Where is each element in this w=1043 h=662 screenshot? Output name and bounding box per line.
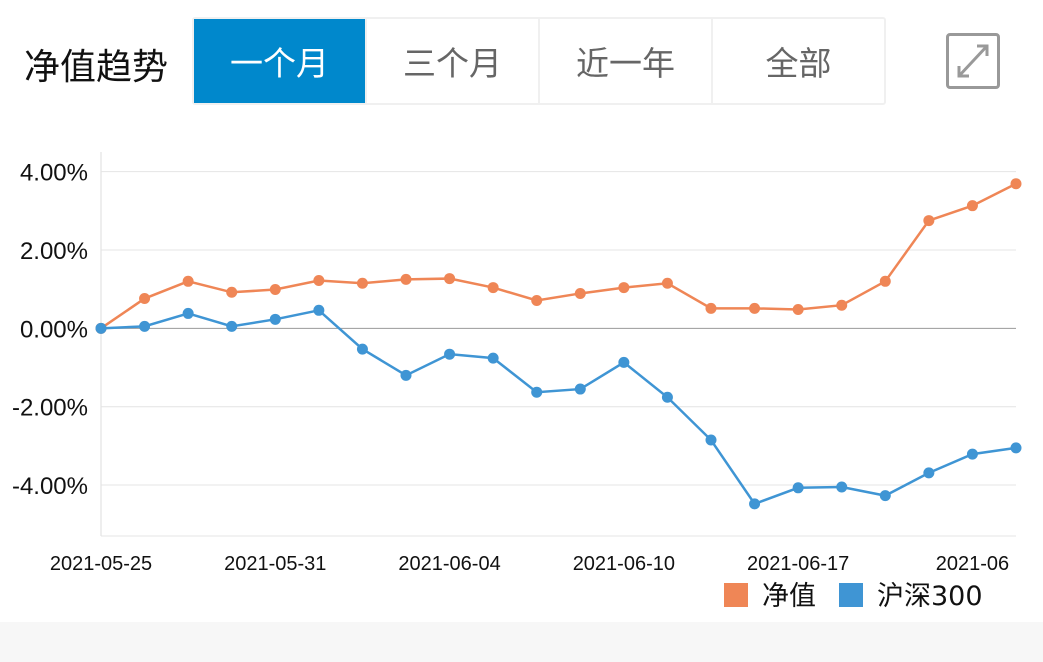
data-point [226, 320, 238, 332]
data-point [792, 482, 804, 494]
tab-one-month[interactable]: 一个月 [194, 19, 365, 103]
data-point [400, 369, 412, 381]
legend-swatch-csi300 [839, 583, 863, 607]
data-point [661, 277, 673, 289]
data-point [574, 287, 586, 299]
data-point [836, 481, 848, 493]
data-point [269, 284, 281, 296]
data-point [400, 273, 412, 285]
data-point [444, 348, 456, 360]
range-tabs: 一个月 三个月 近一年 全部 [192, 17, 886, 105]
expand-button[interactable] [946, 33, 1000, 89]
data-point [966, 200, 978, 212]
data-point [531, 386, 543, 398]
y-tick-label: -2.00% [12, 395, 88, 422]
data-point [792, 304, 804, 316]
y-tick-label: 4.00% [20, 160, 88, 187]
tab-all[interactable]: 全部 [711, 19, 884, 103]
series-line-0 [100, 182, 1017, 330]
data-point [487, 352, 499, 364]
data-point [661, 391, 673, 403]
data-point [836, 299, 848, 311]
x-tick-label: 2021-05-31 [224, 553, 326, 575]
data-point [531, 295, 543, 307]
data-point [226, 286, 238, 298]
data-point [749, 302, 761, 314]
data-point [182, 275, 194, 287]
data-point [618, 282, 630, 294]
data-point [1010, 178, 1022, 190]
data-point [444, 273, 456, 285]
x-tick-label: 2021-05-25 [50, 553, 152, 575]
footer-bar [0, 622, 1043, 662]
data-point [618, 356, 630, 368]
data-point [1010, 442, 1022, 454]
data-point [923, 467, 935, 479]
data-point [313, 304, 325, 316]
data-point [182, 307, 194, 319]
data-point [966, 448, 978, 460]
legend-label-csi300: 沪深300 [877, 581, 983, 612]
data-point [139, 293, 151, 305]
series-line-1 [100, 308, 1017, 506]
expand-icon [957, 44, 989, 78]
y-tick-label: -4.00% [12, 473, 88, 500]
data-point [313, 275, 325, 287]
legend-swatch-nav [724, 583, 748, 607]
legend-label-nav: 净值 [762, 581, 816, 612]
data-point [879, 275, 891, 287]
data-point [879, 490, 891, 502]
data-point [356, 343, 368, 355]
data-point [705, 434, 717, 446]
data-point [139, 320, 151, 332]
data-point [923, 215, 935, 227]
data-point [356, 277, 368, 289]
tab-one-year[interactable]: 近一年 [538, 19, 711, 103]
y-tick-label: 0.00% [20, 316, 88, 343]
x-tick-label: 2021-06-17 [747, 553, 849, 575]
x-tick-label: 2021-06-04 [398, 553, 500, 575]
data-point [95, 322, 107, 334]
chart-title: 净值趋势 [24, 47, 169, 88]
data-point [749, 498, 761, 510]
data-point [269, 313, 281, 325]
data-point [705, 302, 717, 314]
data-point [574, 383, 586, 395]
x-tick-label: 2021-06 [936, 553, 1009, 575]
tab-three-months[interactable]: 三个月 [365, 19, 538, 103]
y-tick-label: 2.00% [20, 238, 88, 265]
x-tick-label: 2021-06-10 [573, 553, 675, 575]
data-point [487, 282, 499, 294]
